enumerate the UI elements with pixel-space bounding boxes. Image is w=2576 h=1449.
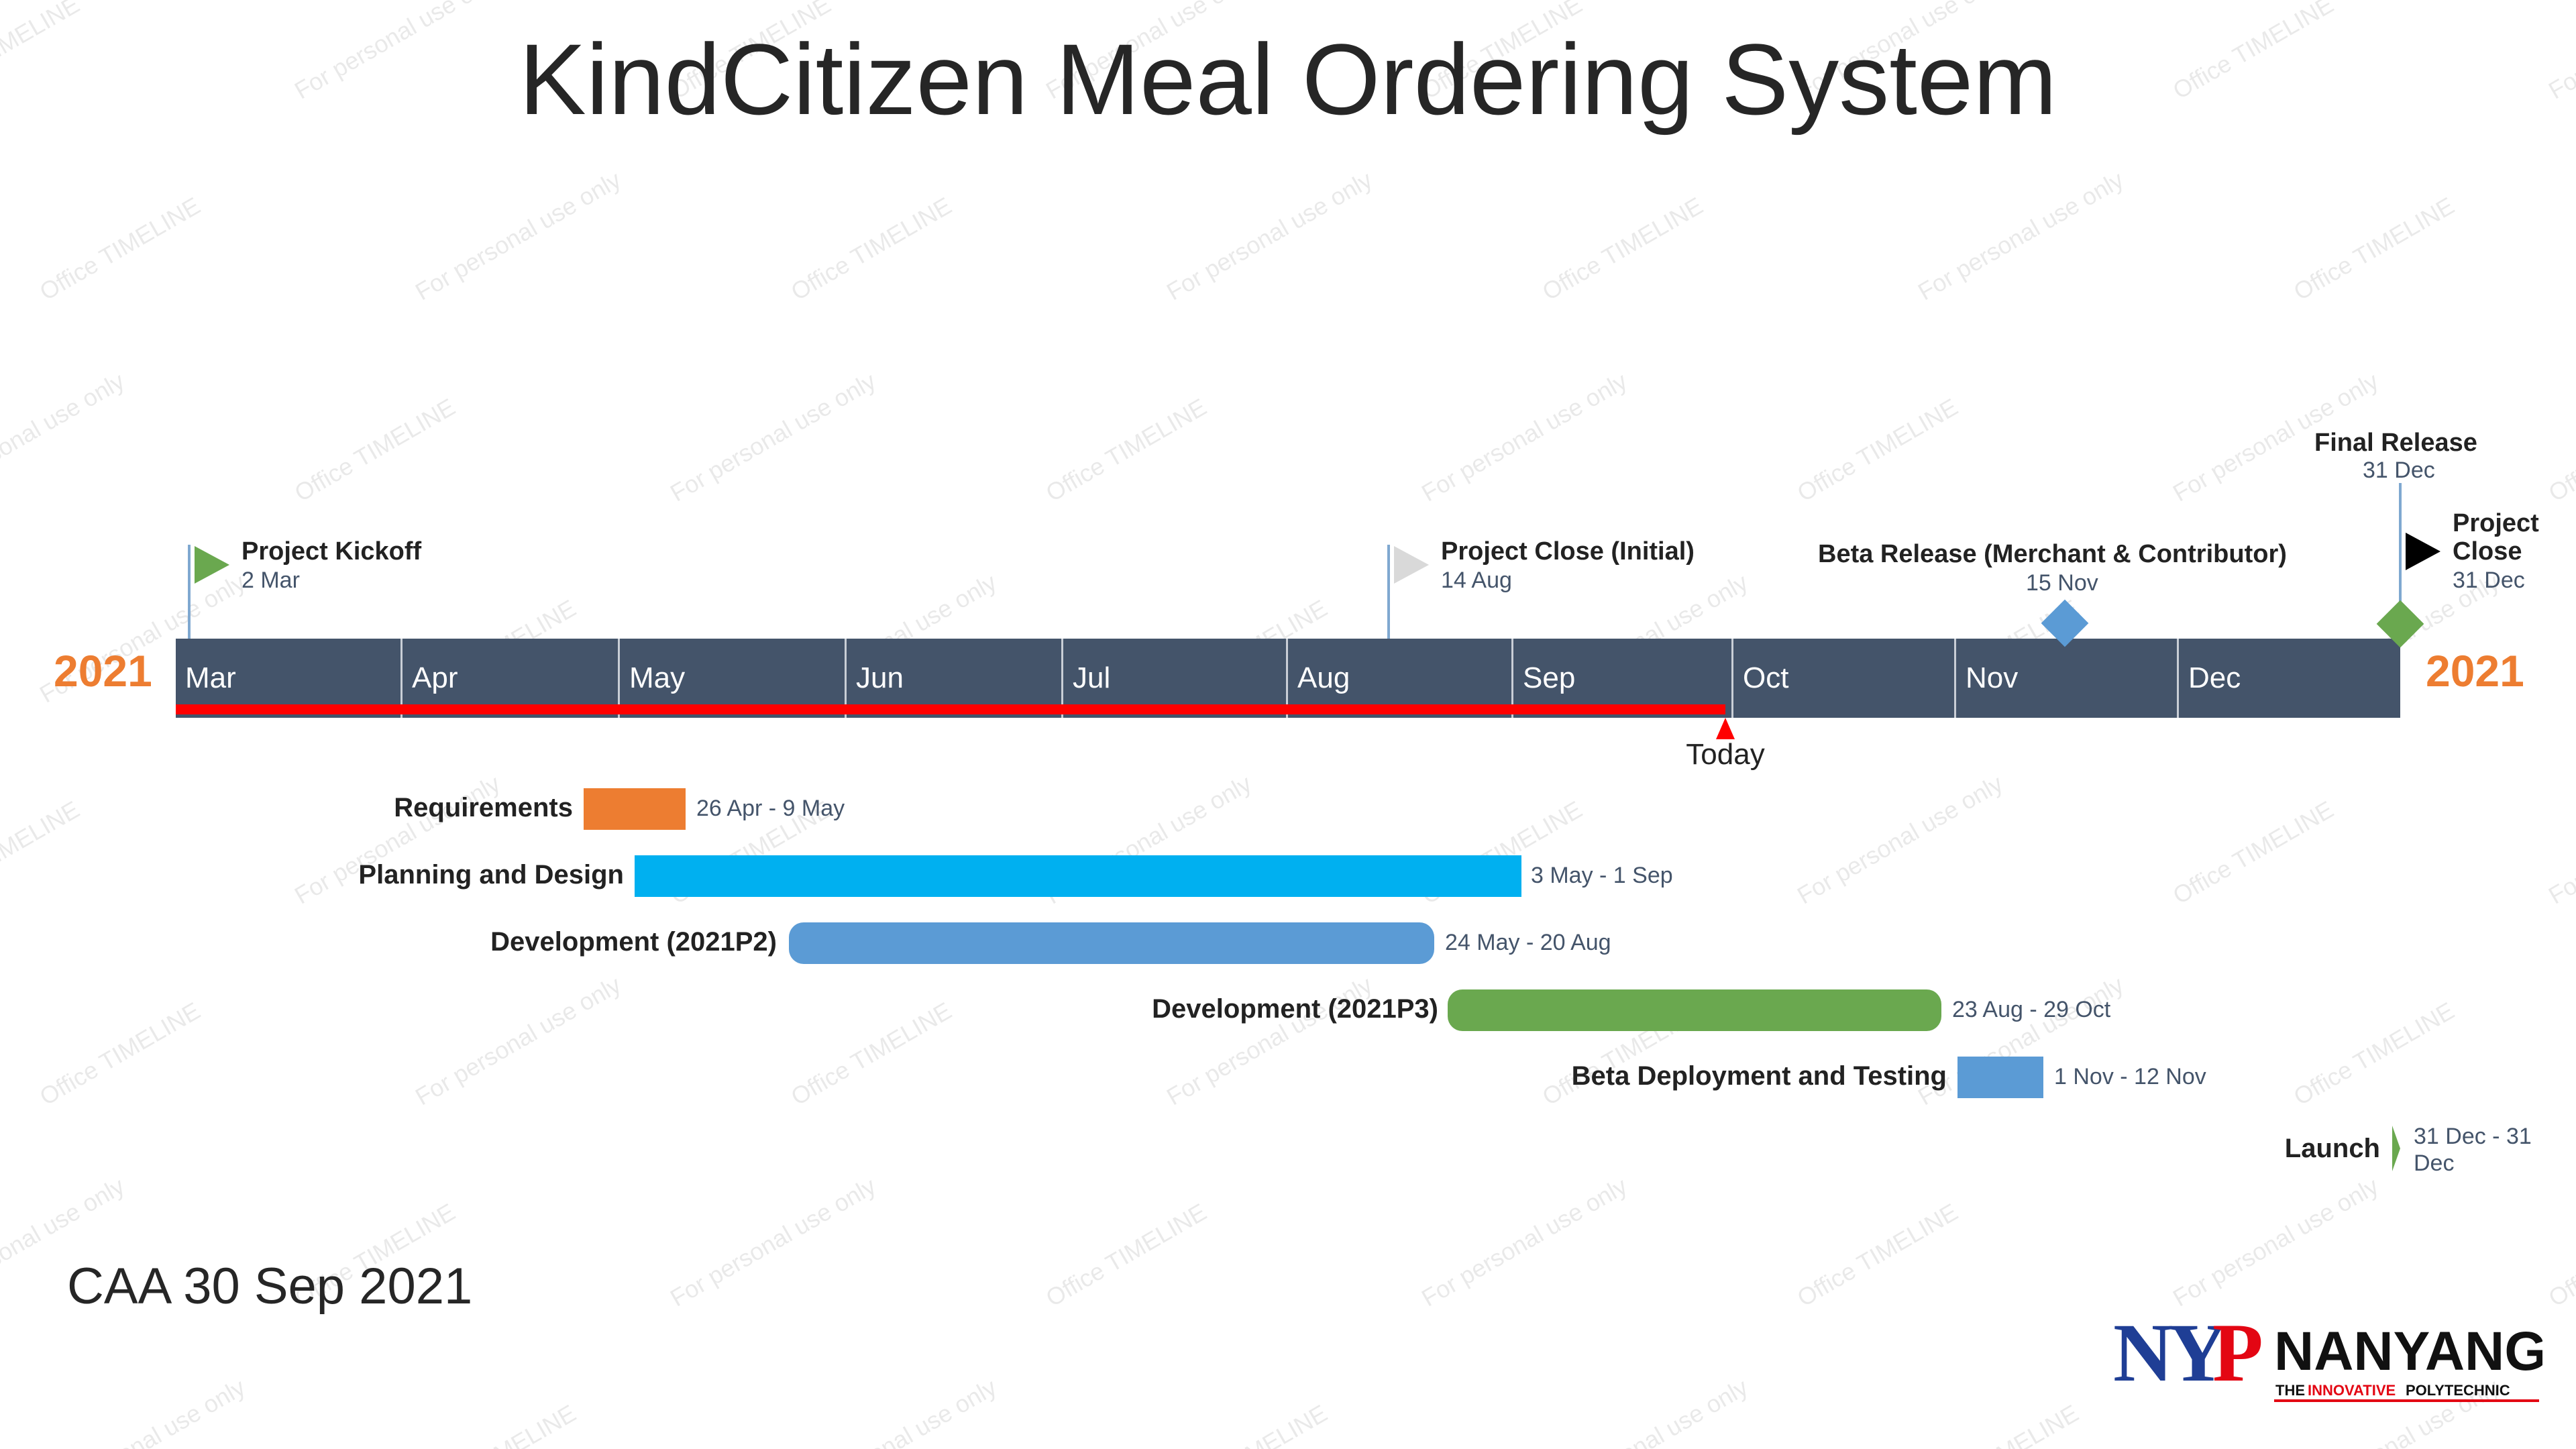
svg-text:NY: NY	[2113, 1308, 2227, 1399]
task-bar-launch	[2392, 1126, 2400, 1171]
task-dates-beta-deployment: 1 Nov - 12 Nov	[2054, 1064, 2206, 1089]
watermark-text: Office TIMELINE	[2544, 1198, 2576, 1312]
watermark-text: Office TIMELINE	[35, 996, 205, 1111]
milestone-title-beta-release: Beta Release (Merchant & Contributor)	[1818, 540, 2287, 568]
today-marker-icon	[1716, 718, 1735, 739]
month-may: May	[618, 639, 685, 718]
month-apr: Apr	[400, 639, 458, 718]
watermark-text: Office TIMELINE	[1913, 1399, 2084, 1449]
page-title: KindCitizen Meal Ordering System	[519, 23, 2057, 136]
milestone-date-close-initial: 14 Aug	[1441, 568, 1512, 593]
milestone-pole-kickoff	[188, 545, 191, 639]
watermark-text: For personal use only	[1913, 165, 2129, 306]
task-bar-requirements	[584, 788, 686, 830]
watermark-text: For personal use only	[2544, 769, 2576, 910]
watermark-text: For personal use only	[665, 366, 881, 507]
watermark-text: For personal use only	[1538, 1373, 1753, 1449]
milestone-title-project-close-line1: Project	[2453, 509, 2539, 537]
watermark-text: Office TIMELINE	[786, 996, 957, 1111]
task-label-requirements: Requirements	[394, 793, 573, 822]
watermark-text: For personal use only	[1792, 769, 2008, 910]
watermark-text: Office TIMELINE	[0, 795, 85, 910]
watermark-text: Office TIMELINE	[2544, 393, 2576, 507]
milestone-title-project-close-line2: Close	[2453, 537, 2522, 566]
year-label-left: 2021	[54, 646, 152, 696]
watermark-text: Office TIMELINE	[290, 392, 460, 507]
watermark-text: For personal use only	[411, 165, 626, 306]
month-aug: Aug	[1286, 639, 1350, 718]
watermark-text: Office TIMELINE	[2289, 191, 2459, 306]
watermark-text: For personal use only	[1417, 366, 1632, 507]
svg-text:INNOVATIVE: INNOVATIVE	[2308, 1382, 2396, 1399]
task-bar-planning-design	[635, 855, 1521, 897]
watermark-text: For personal use only	[665, 1171, 881, 1312]
task-label-development-p2: Development (2021P2)	[490, 927, 777, 957]
task-label-development-p3: Development (2021P3)	[1152, 994, 1438, 1024]
today-label: Today	[1686, 738, 1765, 771]
watermark-text: For personal use only	[411, 970, 626, 1111]
month-dec: Dec	[2177, 639, 2241, 718]
watermark-text: Office TIMELINE	[2289, 996, 2459, 1111]
milestone-pole-final-release	[2399, 483, 2402, 624]
footer-note: CAA 30 Sep 2021	[67, 1258, 473, 1315]
svg-text:THE: THE	[2275, 1382, 2305, 1399]
task-dates-development-p2: 24 May - 20 Aug	[1445, 930, 1611, 955]
milestone-title-close-initial: Project Close (Initial)	[1441, 537, 1695, 566]
milestone-date-kickoff: 2 Mar	[241, 568, 300, 593]
month-jun: Jun	[845, 639, 904, 718]
watermark-text: Office TIMELINE	[1162, 1399, 1332, 1449]
task-dates-development-p3: 23 Aug - 29 Oct	[1952, 997, 2111, 1022]
watermark-text: For personal use only	[786, 1373, 1002, 1449]
milestone-title-kickoff: Project Kickoff	[241, 537, 422, 566]
month-sep: Sep	[1511, 639, 1575, 718]
task-bar-beta-deployment	[1957, 1057, 2043, 1098]
task-dates-launch-line1: 31 Dec - 31	[2414, 1124, 2532, 1149]
month-oct: Oct	[1731, 639, 1788, 718]
svg-text:P: P	[2212, 1308, 2263, 1399]
flag-icon	[195, 546, 229, 584]
flag-icon	[2406, 533, 2440, 570]
nyp-logo: NY P NANYANG THE INNOVATIVE POLYTECHNIC	[2113, 1308, 2542, 1402]
watermark-text: For personal use only	[1162, 970, 1377, 1111]
watermark-text: Office TIMELINE	[786, 191, 957, 306]
watermark-text: Office TIMELINE	[35, 191, 205, 306]
year-label-right: 2021	[2426, 646, 2524, 696]
task-dates-requirements: 26 Apr - 9 May	[696, 796, 845, 821]
task-label-planning-design: Planning and Design	[358, 860, 624, 890]
task-label-beta-deployment: Beta Deployment and Testing	[1571, 1061, 1947, 1091]
month-nov: Nov	[1954, 639, 2018, 718]
watermark-text: For personal use only	[35, 1373, 250, 1449]
milestone-title-final-release: Final Release	[2314, 429, 2477, 457]
milestone-date-beta-release: 15 Nov	[2026, 570, 2098, 596]
milestone-pole-close-initial	[1387, 545, 1390, 639]
watermark-text: Office TIMELINE	[411, 1399, 581, 1449]
milestone-date-project-close: 31 Dec	[2453, 568, 2525, 593]
watermark-text: For personal use only	[2168, 1171, 2383, 1312]
svg-text:NANYANG: NANYANG	[2274, 1321, 2542, 1382]
svg-text:POLYTECHNIC: POLYTECHNIC	[2406, 1382, 2510, 1399]
milestone-date-final-release: 31 Dec	[2363, 458, 2435, 483]
task-dates-launch-line2: Dec	[2414, 1150, 2455, 1176]
flag-icon	[1394, 546, 1429, 584]
watermark-text: Office TIMELINE	[1041, 1197, 1212, 1312]
watermark-text: Office TIMELINE	[1538, 191, 1708, 306]
task-bar-development-p3	[1448, 989, 1941, 1031]
today-progress-line	[176, 704, 1725, 714]
watermark-text: For personal use only	[1417, 1171, 1632, 1312]
watermark-text: Office TIMELINE	[1792, 1197, 1963, 1312]
watermark-text: Office TIMELINE	[1792, 392, 1963, 507]
month-jul: Jul	[1061, 639, 1110, 718]
task-dates-planning-design: 3 May - 1 Sep	[1531, 863, 1673, 888]
watermark-text: Office TIMELINE	[1041, 392, 1212, 507]
watermark-text: For personal use only	[1162, 165, 1377, 306]
watermark-text: Office TIMELINE	[2168, 795, 2339, 910]
task-label-launch: Launch	[2284, 1134, 2380, 1163]
watermark-text: For personal use only	[0, 366, 129, 507]
task-bar-development-p2	[789, 922, 1434, 964]
